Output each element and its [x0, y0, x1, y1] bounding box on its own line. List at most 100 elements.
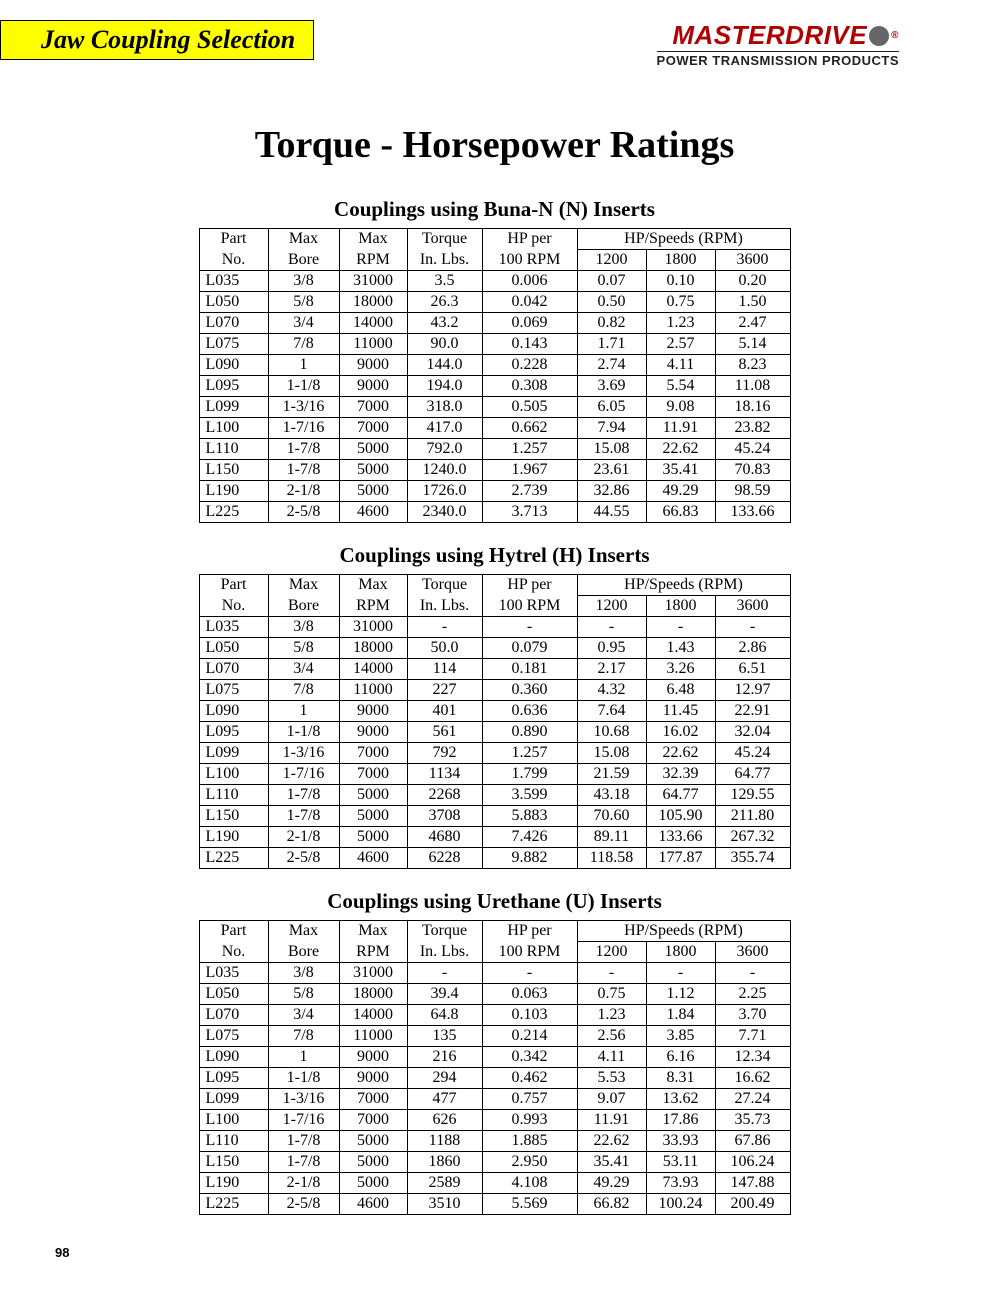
table-row: L1501-7/850001240.01.96723.6135.4170.83 — [199, 460, 790, 481]
table-header-cell: Torque — [407, 229, 482, 250]
table-cell: 11000 — [339, 680, 407, 701]
table-cell: - — [646, 617, 715, 638]
table-header-cell: Max — [268, 921, 339, 942]
table-cell: 32.39 — [646, 764, 715, 785]
table-cell: 4.11 — [577, 1047, 646, 1068]
table-cell: 31000 — [339, 271, 407, 292]
table-cell: 31000 — [339, 617, 407, 638]
table-cell: 129.55 — [715, 785, 790, 806]
table-header-cell: 1800 — [646, 596, 715, 617]
table-title: Couplings using Buna-N (N) Inserts — [0, 197, 989, 222]
table-cell: 23.61 — [577, 460, 646, 481]
table-cell: 3.85 — [646, 1026, 715, 1047]
table-cell: 5/8 — [268, 638, 339, 659]
table-cell: 2.739 — [482, 481, 577, 502]
table-header-cell: 3600 — [715, 942, 790, 963]
table-cell: L110 — [199, 439, 268, 460]
table-row: L0505/81800050.00.0790.951.432.86 — [199, 638, 790, 659]
table-cell: L035 — [199, 617, 268, 638]
table-cell: 45.24 — [715, 743, 790, 764]
table-row: L1001-7/167000417.00.6627.9411.9123.82 — [199, 418, 790, 439]
table-row: L2252-5/846002340.03.71344.5566.83133.66 — [199, 502, 790, 523]
table-title: Couplings using Urethane (U) Inserts — [0, 889, 989, 914]
table-cell: 11.45 — [646, 701, 715, 722]
table-cell: 1-7/16 — [268, 764, 339, 785]
table-cell: 2.25 — [715, 984, 790, 1005]
table-cell: 6.51 — [715, 659, 790, 680]
table-row: L0757/81100090.00.1431.712.575.14 — [199, 334, 790, 355]
table-cell: 18000 — [339, 984, 407, 1005]
table-cell: - — [715, 963, 790, 984]
table-cell: 114 — [407, 659, 482, 680]
table-cell: 3510 — [407, 1194, 482, 1215]
table-header-cell: In. Lbs. — [407, 942, 482, 963]
table-cell: 53.11 — [646, 1152, 715, 1173]
table-header-cell: RPM — [339, 596, 407, 617]
table-cell: 3/4 — [268, 313, 339, 334]
table-cell: 33.93 — [646, 1131, 715, 1152]
table-cell: 39.4 — [407, 984, 482, 1005]
table-cell: 35.41 — [646, 460, 715, 481]
table-row: L0703/4140001140.1812.173.266.51 — [199, 659, 790, 680]
table-row: L2252-5/8460062289.882118.58177.87355.74 — [199, 848, 790, 869]
table-cell: 14000 — [339, 313, 407, 334]
table-cell: 267.32 — [715, 827, 790, 848]
table-header-cell: HP per — [482, 921, 577, 942]
table-cell: 1-7/8 — [268, 785, 339, 806]
table-header-cell: Bore — [268, 596, 339, 617]
table-cell: 49.29 — [646, 481, 715, 502]
table-cell: 417.0 — [407, 418, 482, 439]
table-header-row: PartMaxMaxTorqueHP perHP/Speeds (RPM) — [199, 575, 790, 596]
table-cell: 7000 — [339, 1089, 407, 1110]
table-cell: 7/8 — [268, 1026, 339, 1047]
table-cell: 21.59 — [577, 764, 646, 785]
table-title: Couplings using Hytrel (H) Inserts — [0, 543, 989, 568]
table-header-cell: No. — [199, 250, 268, 271]
table-cell: 3/4 — [268, 659, 339, 680]
table-cell: 1188 — [407, 1131, 482, 1152]
table-cell: 177.87 — [646, 848, 715, 869]
table-cell: 5/8 — [268, 984, 339, 1005]
table-cell: 7000 — [339, 743, 407, 764]
table-cell: 401 — [407, 701, 482, 722]
table-cell: 35.73 — [715, 1110, 790, 1131]
table-cell: 211.80 — [715, 806, 790, 827]
table-cell: 7000 — [339, 418, 407, 439]
table-row: L0991-3/167000318.00.5056.059.0818.16 — [199, 397, 790, 418]
table-cell: L100 — [199, 418, 268, 439]
table-cell: 32.04 — [715, 722, 790, 743]
table-cell: 1-7/16 — [268, 1110, 339, 1131]
table-row: L0757/8110002270.3604.326.4812.97 — [199, 680, 790, 701]
table-cell: 2-5/8 — [268, 1194, 339, 1215]
table-cell: 2.74 — [577, 355, 646, 376]
table-cell: - — [407, 963, 482, 984]
table-cell: 0.82 — [577, 313, 646, 334]
table-cell: 4.11 — [646, 355, 715, 376]
table-cell: 16.02 — [646, 722, 715, 743]
table-cell: 5000 — [339, 806, 407, 827]
table-cell: 64.77 — [646, 785, 715, 806]
table-cell: 98.59 — [715, 481, 790, 502]
table-header-cell: 1200 — [577, 942, 646, 963]
table-cell: 1 — [268, 1047, 339, 1068]
table-cell: 22.62 — [577, 1131, 646, 1152]
table-cell: 3.26 — [646, 659, 715, 680]
table-cell: L090 — [199, 701, 268, 722]
table-cell: 105.90 — [646, 806, 715, 827]
table-cell: 4.32 — [577, 680, 646, 701]
table-cell: 318.0 — [407, 397, 482, 418]
table-cell: 2.86 — [715, 638, 790, 659]
table-row: L1001-7/16700011341.79921.5932.3964.77 — [199, 764, 790, 785]
table-header-cell: Bore — [268, 942, 339, 963]
table-cell: 6.05 — [577, 397, 646, 418]
table-cell: 4600 — [339, 848, 407, 869]
table-cell: 4600 — [339, 1194, 407, 1215]
table-cell: L075 — [199, 334, 268, 355]
table-cell: 11000 — [339, 334, 407, 355]
table-cell: 2-1/8 — [268, 481, 339, 502]
table-cell: 0.636 — [482, 701, 577, 722]
table-row: L090190004010.6367.6411.4522.91 — [199, 701, 790, 722]
table-cell: 11.08 — [715, 376, 790, 397]
table-cell: 0.07 — [577, 271, 646, 292]
table-cell: 18.16 — [715, 397, 790, 418]
